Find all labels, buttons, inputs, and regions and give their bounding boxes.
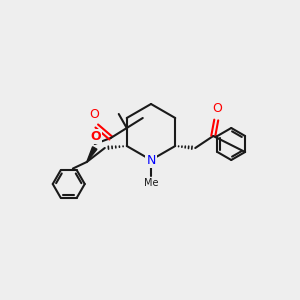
Text: N: N <box>146 154 156 166</box>
Text: O: O <box>90 130 101 143</box>
Text: O: O <box>212 102 222 115</box>
Text: O: O <box>89 108 99 121</box>
Text: Me: Me <box>144 178 158 188</box>
Polygon shape <box>87 147 97 162</box>
